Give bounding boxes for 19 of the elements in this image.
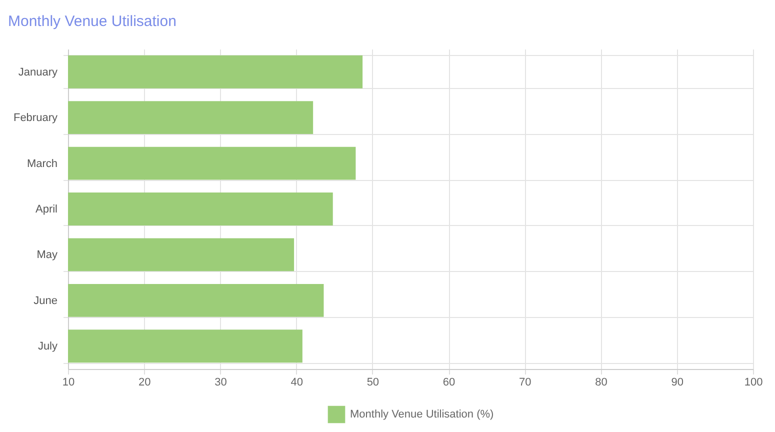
y-tick-label: February	[13, 112, 58, 124]
x-tick-label: 70	[519, 376, 532, 388]
x-tick-label: 100	[744, 376, 763, 388]
y-tick-label: January	[18, 66, 58, 78]
x-tick-label: 90	[671, 376, 684, 388]
y-tick-label: April	[35, 204, 58, 216]
x-tick-label: 60	[442, 376, 456, 388]
y-tick-label: June	[34, 294, 58, 307]
chart-title: Monthly Venue Utilisation	[8, 13, 176, 30]
x-tick-label: 30	[214, 376, 227, 388]
y-tick-label: March	[26, 158, 58, 170]
x-tick-label: 50	[366, 376, 380, 388]
y-tick-label: May	[36, 249, 58, 262]
x-tick-label: 80	[595, 376, 608, 388]
x-tick-label: 10	[62, 376, 75, 388]
legend-label: Monthly Venue Utilisation (%)	[350, 408, 494, 420]
x-tick-label: 40	[290, 376, 303, 388]
x-tick-label: 20	[138, 376, 151, 388]
y-tick-label: July	[38, 340, 58, 353]
